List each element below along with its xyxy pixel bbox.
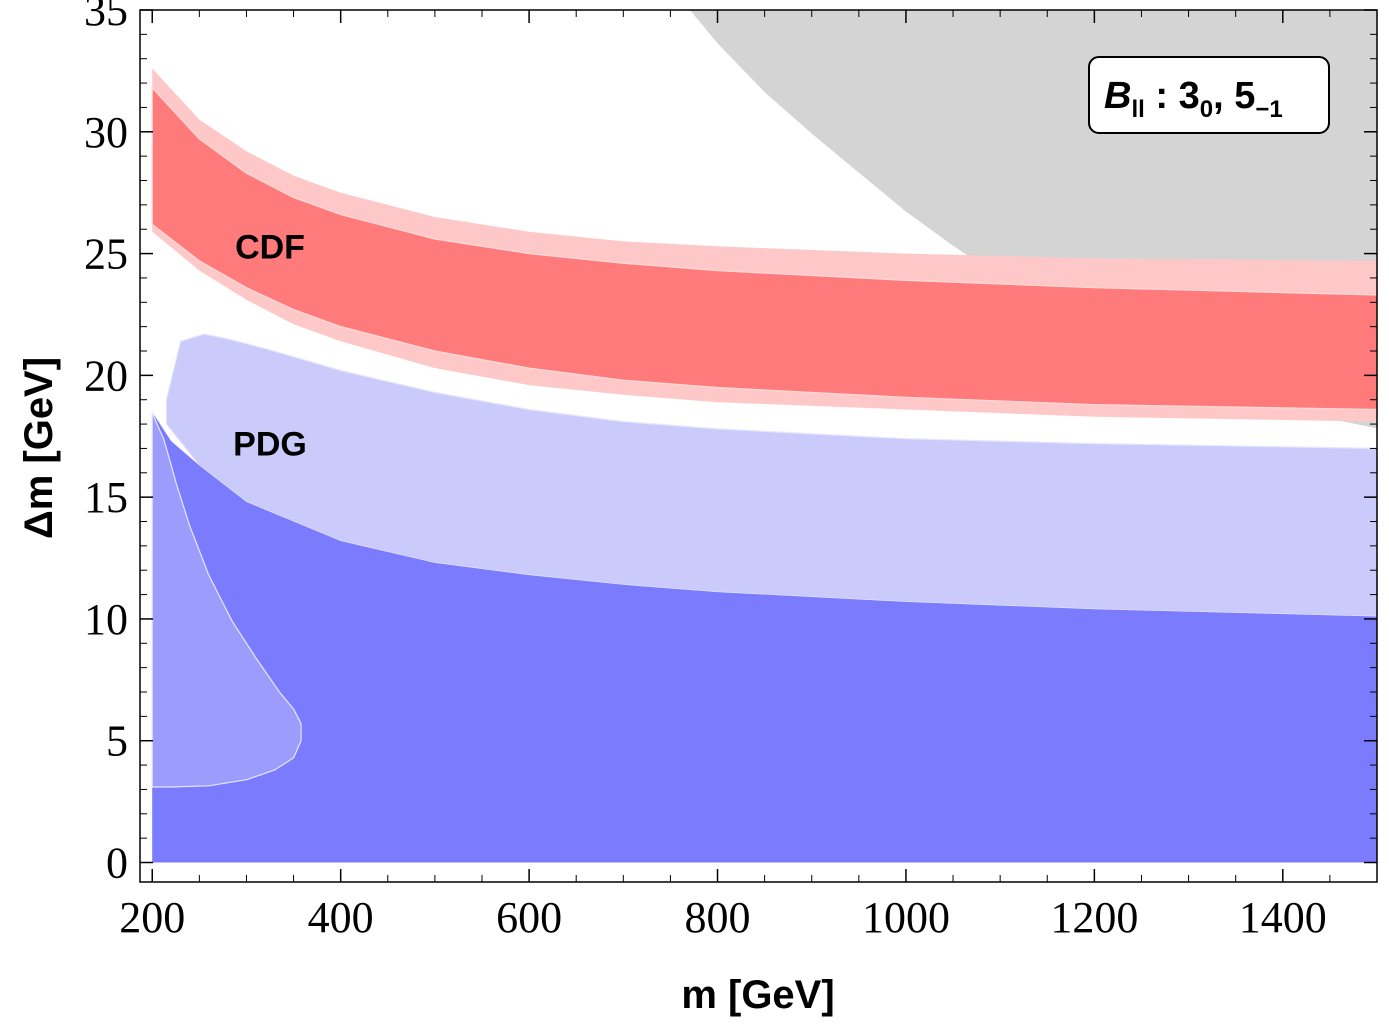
x-tick-label: 200 [119,893,185,942]
ticks-layer [140,9,1378,882]
legend-item2: 5 [1234,75,1255,117]
legend-item2-sub: −1 [1255,96,1282,123]
x-tick-label: 600 [496,893,562,942]
plot-frame [139,9,1378,883]
y-tick-label: 30 [84,108,128,157]
region-label-cdf: CDF [235,228,305,266]
x-axis-title: m [GeV] [681,973,834,1017]
y-tick-label: 5 [106,717,128,766]
legend-item1: 3 [1179,75,1200,117]
region-lobe [151,411,302,788]
y-tick-label: 20 [84,351,128,400]
regions-layer [151,9,1378,863]
legend-sep: : [1145,75,1179,117]
legend-comma: , [1213,75,1234,117]
legend-item1-sub: 0 [1200,96,1213,123]
y-tick-label: 15 [84,473,128,522]
y-axis-title: Δm [GeV] [17,357,61,539]
y-tick-label: 0 [106,839,128,888]
svg-text:Bll : 30, 5−1: Bll : 30, 5−1 [1104,75,1283,123]
x-tick-label: 400 [308,893,374,942]
x-tick-label: 1200 [1050,893,1138,942]
region-labels-layer: CDF PDG [233,228,307,463]
x-tick-label: 800 [685,893,751,942]
region-label-pdg: PDG [233,426,307,464]
legend-box: Bll : 30, 5−1 [1088,56,1330,134]
legend-main-sub: ll [1131,96,1144,123]
legend-main: B [1104,75,1131,117]
x-tick-label: 1400 [1239,893,1327,942]
y-tick-label: 10 [84,595,128,644]
y-tick-label: 25 [84,230,128,279]
region-PDG-dark [152,411,1378,863]
y-tick-label: 35 [84,0,128,35]
x-tick-label: 1000 [862,893,950,942]
